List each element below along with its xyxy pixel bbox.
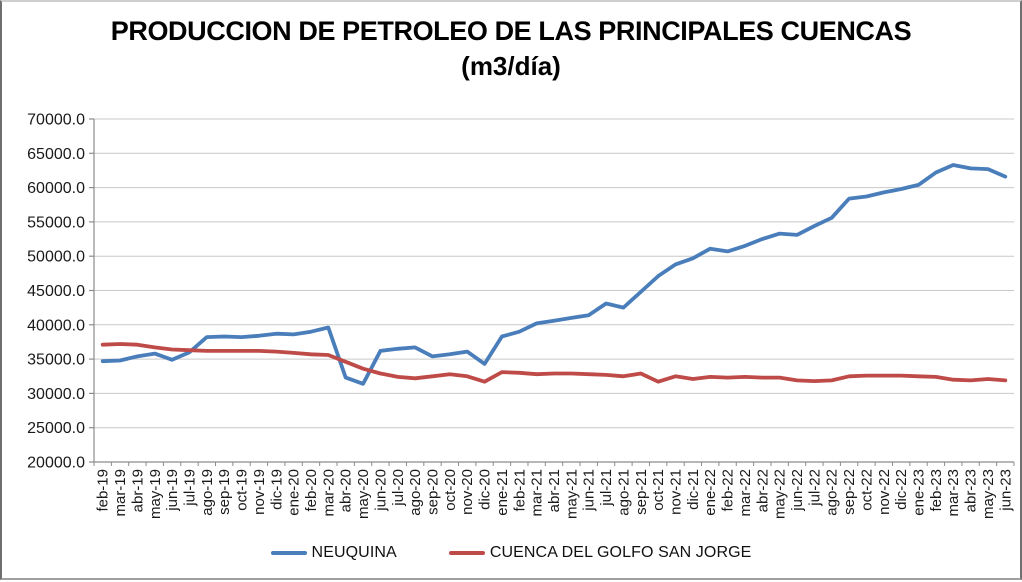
chart-title: PRODUCCION DE PETROLEO DE LAS PRINCIPALE… xyxy=(2,15,1020,81)
x-axis-label: feb-23 xyxy=(928,469,945,512)
series-line-cuenca-del-golfo-san-jorge xyxy=(103,344,1006,382)
x-axis-label: jun-23 xyxy=(997,469,1014,512)
x-axis-label: oct-21 xyxy=(650,469,667,511)
y-axis-label: 20000.0 xyxy=(27,455,85,472)
x-axis-label: dic-22 xyxy=(893,469,910,510)
x-axis-label: nov-20 xyxy=(459,469,476,515)
x-axis-label: may-19 xyxy=(147,469,164,519)
x-axis-label: abr-23 xyxy=(963,469,980,512)
x-axis-label: ago-20 xyxy=(407,469,424,516)
x-axis-label: feb-20 xyxy=(303,469,320,512)
x-axis-label: sep-20 xyxy=(424,469,441,515)
x-axis-label: jul-20 xyxy=(390,469,407,507)
chart-title-line2: (m3/día) xyxy=(2,52,1020,81)
x-axis-label: may-22 xyxy=(772,469,789,519)
x-axis-label: nov-21 xyxy=(668,469,685,515)
x-axis-label: may-23 xyxy=(980,469,997,519)
x-axis-label: ago-22 xyxy=(824,469,841,516)
y-axis-label: 70000.0 xyxy=(27,112,85,129)
chart-title-line1: PRODUCCION DE PETROLEO DE LAS PRINCIPALE… xyxy=(2,15,1020,47)
y-axis-label: 25000.0 xyxy=(27,420,85,437)
x-axis-label: jun-21 xyxy=(581,469,598,512)
x-axis-label: abr-22 xyxy=(754,469,771,512)
x-axis-label: dic-19 xyxy=(268,469,285,510)
x-axis-label: mar-23 xyxy=(945,469,962,517)
y-axis-label: 60000.0 xyxy=(27,180,85,197)
x-axis-label: jun-19 xyxy=(164,469,181,512)
legend-item: CUENCA DEL GOLFO SAN JORGE xyxy=(449,544,752,562)
y-axis-label: 65000.0 xyxy=(27,146,85,163)
x-axis-label: jun-22 xyxy=(789,469,806,512)
x-axis-label: jun-20 xyxy=(372,469,389,512)
x-axis-label: sep-22 xyxy=(841,469,858,515)
x-axis-label: jul-19 xyxy=(181,469,198,507)
x-axis-label: nov-22 xyxy=(876,469,893,515)
y-axis-label: 55000.0 xyxy=(27,214,85,231)
legend-label: CUENCA DEL GOLFO SAN JORGE xyxy=(490,544,752,562)
y-axis-label: 45000.0 xyxy=(27,283,85,300)
y-axis-label: 40000.0 xyxy=(27,317,85,334)
x-axis-label: jul-22 xyxy=(806,469,823,507)
x-axis-label: abr-21 xyxy=(546,469,563,512)
x-axis-label: ene-20 xyxy=(286,469,303,516)
x-axis-label: may-20 xyxy=(355,469,372,519)
x-axis-label: feb-22 xyxy=(720,469,737,512)
x-axis-label: oct-22 xyxy=(858,469,875,511)
x-axis-label: abr-20 xyxy=(338,469,355,512)
x-axis-label: mar-19 xyxy=(112,469,129,517)
x-axis-label: sep-19 xyxy=(216,469,233,515)
x-axis-label: ene-23 xyxy=(911,469,928,516)
x-axis-label: ago-21 xyxy=(615,469,632,516)
x-axis-label: ene-22 xyxy=(702,469,719,516)
x-axis-label: feb-21 xyxy=(511,469,528,512)
legend-line-swatch xyxy=(271,551,307,555)
x-axis-label: mar-22 xyxy=(737,469,754,517)
y-axis-label: 35000.0 xyxy=(27,352,85,369)
x-axis-label: feb-19 xyxy=(95,469,112,512)
x-axis-label: ago-19 xyxy=(199,469,216,516)
x-axis-label: mar-21 xyxy=(529,469,546,517)
x-axis-label: oct-20 xyxy=(442,469,459,511)
legend-line-swatch xyxy=(449,551,485,555)
y-axis-label: 30000.0 xyxy=(27,386,85,403)
x-axis-label: oct-19 xyxy=(234,469,251,511)
y-axis-label: 50000.0 xyxy=(27,249,85,266)
legend-item: NEUQUINA xyxy=(271,544,397,562)
legend-label: NEUQUINA xyxy=(312,544,397,562)
x-axis-label: mar-20 xyxy=(320,469,337,517)
x-axis-label: sep-21 xyxy=(633,469,650,515)
x-axis-label: dic-20 xyxy=(477,469,494,510)
x-axis-label: ene-21 xyxy=(494,469,511,516)
legend: NEUQUINA CUENCA DEL GOLFO SAN JORGE xyxy=(2,539,1020,567)
x-axis-label: nov-19 xyxy=(251,469,268,515)
x-axis-label: dic-21 xyxy=(685,469,702,510)
x-axis-label: abr-19 xyxy=(129,469,146,512)
x-axis-label: may-21 xyxy=(563,469,580,519)
x-axis-label: jul-21 xyxy=(598,469,615,507)
